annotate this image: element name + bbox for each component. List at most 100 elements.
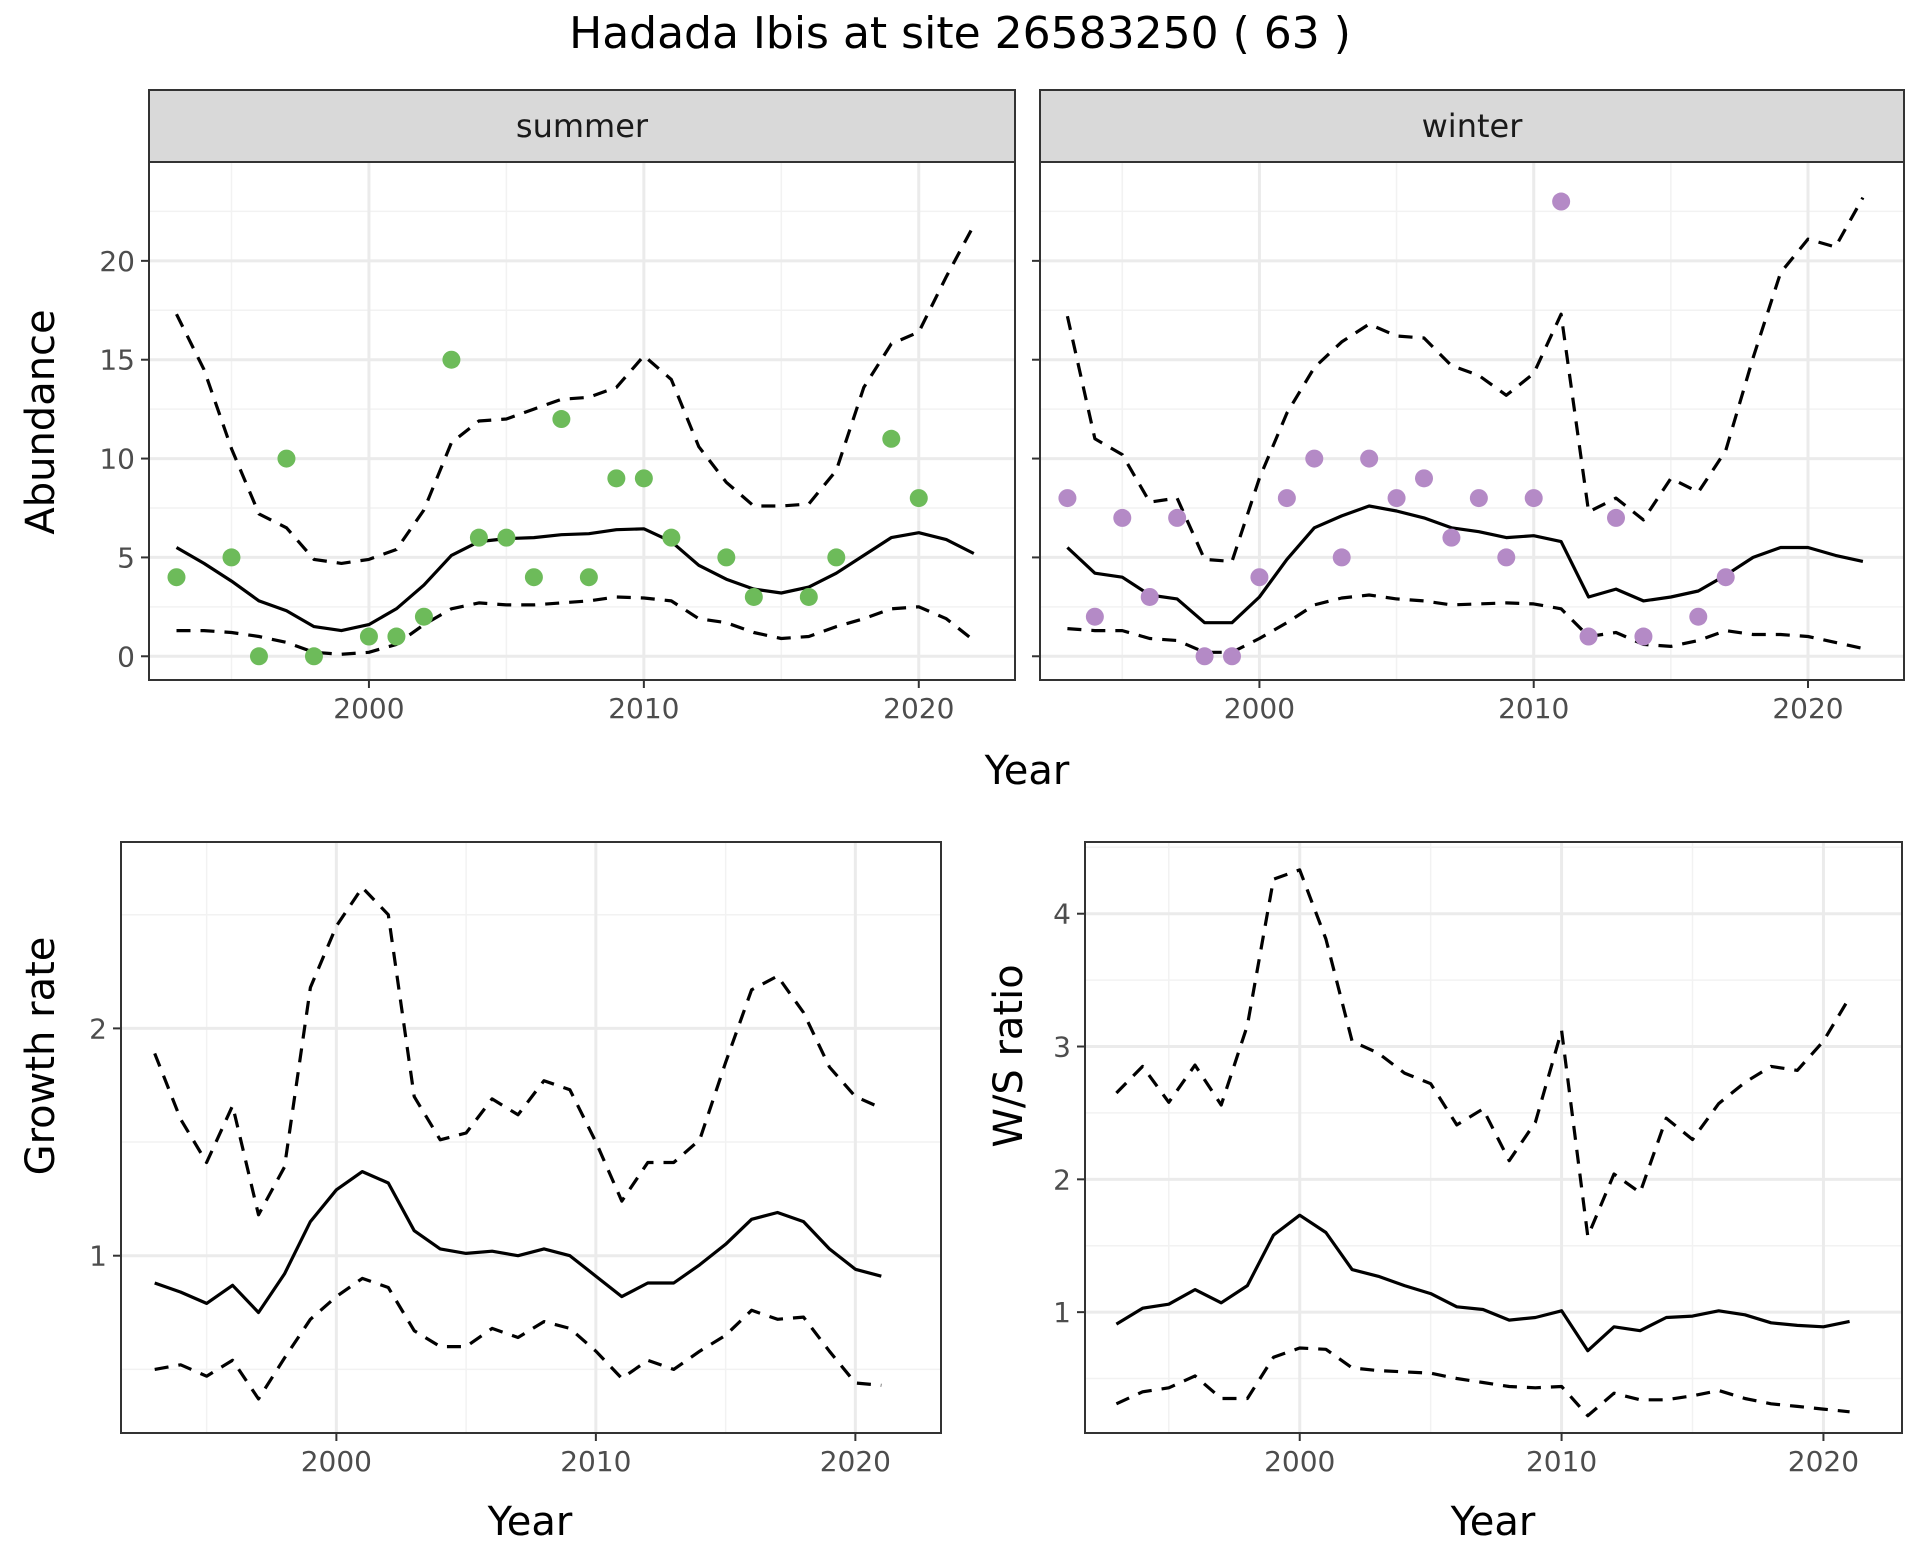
data-point [1634,627,1653,646]
data-point [1058,489,1077,508]
data-point [1415,469,1433,488]
data-point [222,548,241,567]
data-point [909,489,928,508]
data-point [1140,587,1159,606]
data-point [827,548,846,567]
top-y-axis-title: Abundance [18,309,64,534]
panel-layer: 2000 2010 2020 0 5 10 15 20 2000 2010 2020 2000 2010… [89,161,1905,1478]
x-tick-label: 2010 [560,1445,631,1478]
x-tick-label: 2020 [820,1445,891,1478]
lower-bound-line [1115,1346,1850,1418]
data-point [249,647,268,666]
data-point [1442,528,1461,547]
y-tick-label: 2 [89,1012,107,1045]
data-point [1552,192,1571,211]
data-point [662,528,681,547]
top-x-axis-title: Year [984,748,1070,794]
data-point [1689,607,1708,626]
data-point [414,607,433,626]
data-point [1223,647,1241,666]
upper-bound-line [153,885,882,1217]
data-point [634,469,653,488]
panel-border [1084,841,1903,1434]
data-point [359,627,378,646]
y-tick-label: 20 [99,245,135,278]
data-point [469,528,488,547]
data-point [1497,548,1516,567]
x-tick-label: 2010 [608,692,679,725]
panel-background [149,162,1015,680]
data-point [552,410,571,429]
x-tick-label: 2000 [1224,692,1295,725]
x-tick-label: 2000 [1264,1445,1335,1478]
data-point [442,350,461,369]
x-tick-label: 2010 [1498,692,1569,725]
data-point [717,548,736,567]
y-tick-label: 15 [99,344,135,377]
data-point [1250,568,1269,587]
data-point [799,587,818,606]
y-tick-label: 1 [1053,1296,1071,1329]
data-point [1168,508,1187,527]
x-tick-label: 2020 [883,692,954,725]
data-point [524,568,543,587]
data-point [1085,607,1104,626]
data-point [1277,489,1296,508]
estimate-line [175,527,975,633]
panel-summer: 2000 2010 2020 0 5 10 15 20 [99,161,1016,725]
x-tick-label: 2020 [1788,1445,1859,1478]
data-point [1524,489,1543,508]
figure-title: Hadada Ibis at site 26583250 ( 63 ) [569,8,1351,59]
x-tick-label: 2000 [301,1445,372,1478]
y-tick-label: 4 [1053,898,1071,931]
data-point [607,469,626,488]
panel-background [121,842,941,1433]
panel-background [1040,162,1904,680]
strip-summer-label: summer [516,107,649,145]
data-point [387,627,406,646]
x-tick-label: 2020 [1772,692,1843,725]
upper-bound-line [1065,196,1865,563]
panel-border [120,841,942,1434]
lower-bound-line [154,1276,882,1401]
y-tick-label: 1 [89,1240,107,1273]
x-tick-label: 2010 [1526,1445,1597,1478]
data-point [579,568,598,587]
x-tick-label: 2000 [333,692,404,725]
y-tick-label: 5 [117,541,135,574]
panel-background [1085,842,1902,1433]
data-point [1113,508,1132,527]
lower-bound-line [1067,593,1864,654]
data-point [1607,508,1625,527]
data-point [1716,568,1735,587]
growth-x-axis-title: Year [487,1499,573,1545]
data-point [1387,489,1406,508]
panel-border [148,161,1016,681]
y-tick-label: 10 [99,443,135,476]
ws-x-axis-title: Year [1450,1499,1536,1545]
estimate-line [154,1170,882,1315]
data-point [744,587,763,606]
panel-ws_ratio: 2000 2010 2020 1 2 3 4 [1053,841,1903,1478]
y-tick-label: 0 [117,640,135,673]
data-point [167,568,186,587]
data-point [497,528,516,547]
panel-winter: 2000 2010 2020 [1032,161,1905,725]
strip-winter-label: winter [1422,107,1524,145]
panel-border [1039,161,1905,681]
data-point [1332,548,1351,567]
ws-y-axis-title: W/S ratio [986,964,1032,1147]
strip-summer [148,89,1016,163]
data-point [1305,449,1324,468]
y-tick-label: 2 [1053,1163,1071,1196]
data-point [304,647,323,666]
growth-y-axis-title: Growth rate [18,937,64,1176]
lower-bound-line [176,595,975,656]
data-point [1469,489,1488,508]
data-point [1360,449,1379,468]
data-point [882,429,901,448]
upper-bound-line [175,224,976,565]
data-point [1579,627,1598,646]
